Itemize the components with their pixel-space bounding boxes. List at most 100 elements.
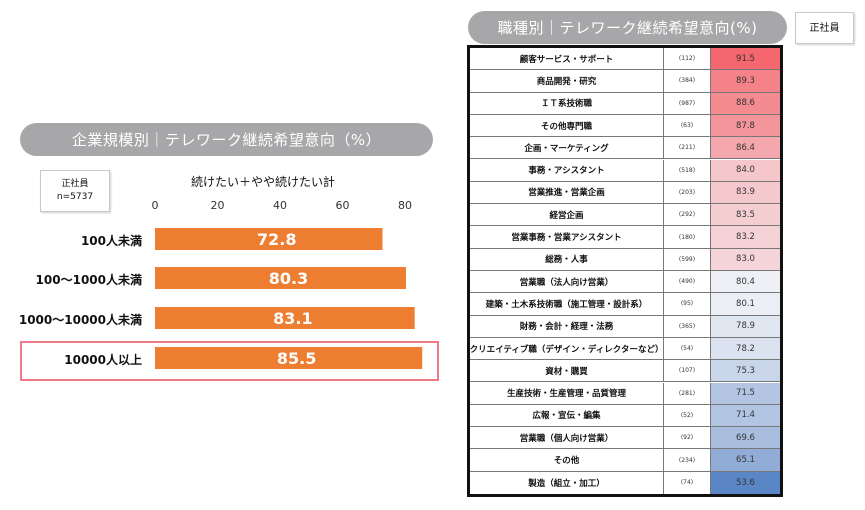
occupation-name: 財務・会計・経理・法務	[470, 315, 664, 337]
x-tick-label: 60	[336, 199, 350, 212]
left-axis-title: 続けたい＋やや続けたい計	[191, 175, 336, 189]
percentage-value: 84.0	[711, 159, 780, 181]
occupation-name: クリエイティブ職（デザイン・ディレクターなど）	[470, 337, 664, 360]
table-row: 生産技術・生産管理・品質管理 (281) 71.5	[470, 382, 780, 405]
occupation-name: 広報・宣伝・編集	[470, 404, 664, 427]
occupation-name: 営業職（法人向け営業）	[470, 271, 664, 293]
sample-size: (107)	[664, 360, 711, 382]
sample-size: (74)	[664, 471, 711, 494]
percentage-value: 91.5	[711, 48, 780, 70]
percentage-value: 65.1	[711, 449, 780, 471]
left-chart-title: 企業規模別｜テレワーク継続希望意向（%）	[20, 123, 433, 156]
percentage-value: 71.4	[711, 404, 780, 427]
sample-size: (599)	[664, 248, 711, 270]
occupation-name: 経営企画	[470, 204, 664, 226]
occupation-name: 総務・人事	[470, 248, 664, 270]
occupation-name: その他専門職	[470, 114, 664, 137]
sample-size: (987)	[664, 92, 711, 114]
table-row: クリエイティブ職（デザイン・ディレクターなど） (54) 78.2	[470, 337, 780, 361]
sample-size: (490)	[664, 271, 711, 293]
percentage-value: 80.4	[711, 271, 780, 293]
percentage-value: 86.4	[711, 137, 780, 159]
highlight-frame	[20, 341, 439, 381]
occupation-name: 資材・購買	[470, 360, 664, 382]
occupation-name: 事務・アシスタント	[470, 159, 664, 181]
sample-size: (234)	[664, 449, 711, 471]
sample-size: (281)	[664, 382, 711, 404]
percentage-value: 75.3	[711, 360, 780, 382]
sample-size: (292)	[664, 204, 711, 226]
sample-size: (54)	[664, 337, 711, 360]
percentage-value: 69.6	[711, 427, 780, 449]
occupation-name: 営業事務・営業アシスタント	[470, 226, 664, 248]
bar-value-label: 83.1	[273, 309, 312, 328]
table-row: その他専門職 (63) 87.8	[470, 114, 780, 138]
table-row: 経営企画 (292) 83.5	[470, 204, 780, 227]
occupation-name: 生産技術・生産管理・品質管理	[470, 382, 664, 404]
occupation-name: ＩＴ系技術職	[470, 92, 664, 114]
occupation-table: 顧客サービス・サポート (112) 91.5 商品開発・研究 (384) 89.3 ＩＴ系技…	[467, 45, 783, 497]
sample-size: (518)	[664, 159, 711, 181]
table-row: 資材・購買 (107) 75.3	[470, 360, 780, 383]
bar-value-label: 80.3	[269, 269, 308, 288]
table-row: 事務・アシスタント (518) 84.0	[470, 159, 780, 182]
bar-chart: 0 20 40 60 80 72.8 80.3 83.1 85.5	[152, 199, 423, 369]
sample-size: (52)	[664, 404, 711, 427]
left-sample-tag: 正社員 n=5737	[40, 170, 110, 212]
right-tag-text: 正社員	[809, 22, 840, 34]
percentage-value: 80.1	[711, 293, 780, 315]
occupation-name: その他	[470, 449, 664, 471]
left-tag-line1: 正社員	[61, 179, 89, 189]
table-row: 総務・人事 (599) 83.0	[470, 248, 780, 271]
table-row: 商品開発・研究 (384) 89.3	[470, 70, 780, 93]
percentage-value: 89.3	[711, 70, 780, 92]
percentage-value: 83.9	[711, 181, 780, 204]
table-row: 営業職（個人向け営業） (92) 69.6	[470, 427, 780, 450]
right-table-title: 職種別｜テレワーク継続希望意向(%)	[468, 11, 787, 44]
sample-size: (203)	[664, 181, 711, 204]
percentage-value: 71.5	[711, 382, 780, 404]
sample-size: (365)	[664, 315, 711, 337]
bar	[155, 307, 415, 329]
x-tick-label: 40	[273, 199, 287, 212]
table-row: 建築・土木系技術職（施工管理・設計系） (95) 80.1	[470, 293, 780, 316]
category-label: 1000～10000人未満	[18, 313, 142, 327]
occupation-name: 営業推進・営業企画	[470, 181, 664, 204]
table-row: 営業職（法人向け営業） (490) 80.4	[470, 271, 780, 294]
left-tag-line2: n=5737	[56, 192, 94, 202]
percentage-value: 78.9	[711, 315, 780, 337]
sample-size: (92)	[664, 427, 711, 449]
table-row: 営業事務・営業アシスタント (180) 83.2	[470, 226, 780, 249]
sample-size: (180)	[664, 226, 711, 248]
right-sample-tag: 正社員	[795, 12, 854, 44]
table-row: 製造（組立・加工） (74) 53.6	[470, 471, 780, 494]
percentage-value: 88.6	[711, 92, 780, 114]
occupation-name: 企画・マーケティング	[470, 137, 664, 159]
sample-size: (95)	[664, 293, 711, 315]
bar-value-label: 72.8	[257, 230, 296, 249]
percentage-value: 83.5	[711, 204, 780, 226]
table-row: 財務・会計・経理・法務 (365) 78.9	[470, 315, 780, 338]
occupation-name: 顧客サービス・サポート	[470, 48, 664, 70]
x-tick-label: 0	[152, 199, 159, 212]
bar	[155, 267, 406, 289]
table-row: 広報・宣伝・編集 (52) 71.4	[470, 404, 780, 428]
occupation-name: 営業職（個人向け営業）	[470, 427, 664, 449]
percentage-value: 78.2	[711, 337, 780, 360]
bar	[155, 347, 423, 369]
percentage-value: 87.8	[711, 114, 780, 137]
sample-size: (112)	[664, 48, 711, 70]
bar-value-label: 85.5	[277, 349, 316, 368]
occupation-name: 商品開発・研究	[470, 70, 664, 92]
percentage-value: 83.0	[711, 248, 780, 270]
x-tick-label: 20	[211, 199, 225, 212]
table-row: 企画・マーケティング (211) 86.4	[470, 137, 780, 160]
percentage-value: 53.6	[711, 471, 780, 494]
category-label: 10000人以上	[64, 353, 142, 367]
category-label: 100～1000人未満	[35, 273, 142, 287]
sample-size: (211)	[664, 137, 711, 159]
table-row: 顧客サービス・サポート (112) 91.5	[470, 48, 780, 71]
occupation-name: 製造（組立・加工）	[470, 471, 664, 494]
table-row: その他 (234) 65.1	[470, 449, 780, 472]
table-row: 営業推進・営業企画 (203) 83.9	[470, 181, 780, 205]
